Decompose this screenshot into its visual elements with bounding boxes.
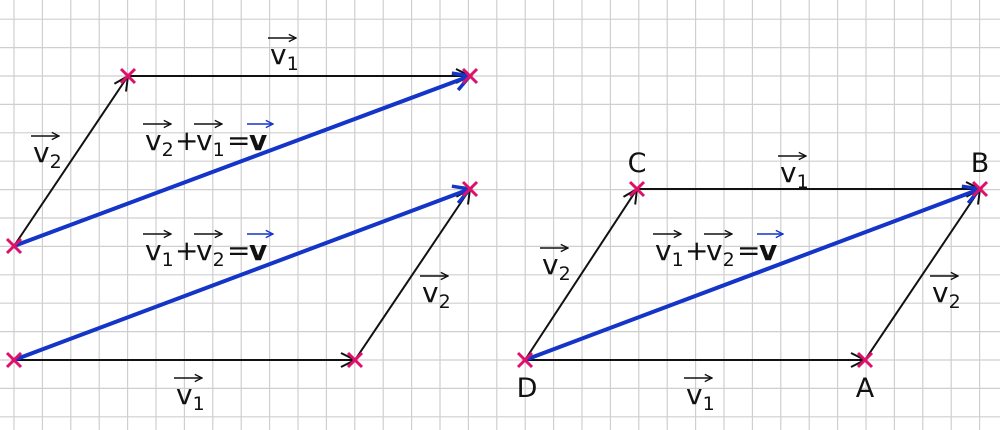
vector-arrow bbox=[13, 76, 128, 247]
vector-name: v2 bbox=[542, 248, 571, 285]
cross bbox=[856, 351, 874, 369]
vector-base: v bbox=[542, 248, 559, 281]
cross bbox=[516, 351, 534, 369]
vector-base: v bbox=[145, 124, 162, 157]
vector-sub: 1 bbox=[797, 171, 809, 193]
vector-base: v bbox=[176, 378, 193, 411]
operator: = bbox=[737, 234, 760, 267]
vector-base: v bbox=[932, 276, 949, 309]
vector-sub: 1 bbox=[287, 53, 299, 75]
vector-name: v1 bbox=[145, 234, 174, 271]
cross bbox=[461, 67, 479, 85]
operator: = bbox=[227, 124, 250, 157]
point-label: D bbox=[517, 373, 538, 404]
vector-name: v1 bbox=[196, 124, 225, 161]
result-vector: v bbox=[249, 234, 267, 267]
point-marker bbox=[516, 351, 534, 369]
vector-sub: 1 bbox=[162, 249, 174, 271]
vectors bbox=[13, 76, 980, 362]
vector-sub: 2 bbox=[949, 291, 961, 313]
cross bbox=[346, 351, 364, 369]
vector-sub: 2 bbox=[559, 263, 571, 285]
result-vector: v bbox=[759, 234, 777, 267]
vector-sub: 2 bbox=[213, 249, 225, 271]
result-vector: v bbox=[249, 124, 267, 157]
vector-name: v2 bbox=[196, 234, 225, 271]
points bbox=[5, 67, 989, 369]
cross bbox=[5, 351, 23, 369]
vector-name: v2 bbox=[422, 276, 451, 313]
point-label: B bbox=[971, 148, 990, 179]
vector-name: v2 bbox=[932, 276, 961, 313]
vector-base: v bbox=[422, 276, 439, 309]
vector-base: v bbox=[270, 38, 287, 71]
vector-name: v2 bbox=[145, 124, 174, 161]
point-label: C bbox=[628, 148, 647, 179]
point-labels: C B D A bbox=[517, 148, 990, 404]
vector-sub: 1 bbox=[193, 393, 205, 415]
point-marker bbox=[119, 67, 137, 85]
vector-base: v bbox=[655, 234, 672, 267]
point-marker bbox=[5, 351, 23, 369]
vector-sub: 2 bbox=[162, 139, 174, 161]
operator: + bbox=[685, 234, 708, 267]
vector-base: v bbox=[196, 124, 213, 157]
vector-sub: 1 bbox=[703, 393, 715, 415]
sum-arrow bbox=[13, 76, 470, 248]
vector-name: v1 bbox=[270, 38, 299, 75]
vector-arrow bbox=[864, 189, 980, 361]
vector-sub: 2 bbox=[439, 291, 451, 313]
vector-base: v bbox=[686, 378, 703, 411]
operator: = bbox=[227, 234, 250, 267]
point-marker bbox=[461, 180, 479, 198]
vector-name: v1 bbox=[780, 156, 809, 193]
vector-name: v1 bbox=[176, 378, 205, 415]
point-marker bbox=[971, 180, 989, 198]
sum-arrow bbox=[13, 189, 470, 362]
vector-base: v bbox=[33, 136, 50, 169]
point-marker bbox=[5, 237, 23, 255]
vector-base: v bbox=[706, 234, 723, 267]
vector-name: v2 bbox=[706, 234, 735, 271]
operator: + bbox=[175, 234, 198, 267]
cross bbox=[628, 180, 646, 198]
point-marker bbox=[346, 351, 364, 369]
cross bbox=[119, 67, 137, 85]
vector-arrow bbox=[524, 189, 637, 361]
point-label: A bbox=[856, 373, 875, 404]
point-marker bbox=[628, 180, 646, 198]
cross bbox=[971, 180, 989, 198]
vector-sub: 1 bbox=[672, 249, 684, 271]
vector-base: v bbox=[145, 234, 162, 267]
vector-name: v2 bbox=[33, 136, 62, 173]
operator: + bbox=[175, 124, 198, 157]
point-marker bbox=[461, 67, 479, 85]
sum-arrow bbox=[524, 189, 980, 362]
vector-base: v bbox=[196, 234, 213, 267]
cross bbox=[461, 180, 479, 198]
vector-sub: 1 bbox=[213, 139, 225, 161]
vector-arrow bbox=[354, 189, 470, 361]
point-marker bbox=[856, 351, 874, 369]
cross bbox=[5, 237, 23, 255]
vector-sub: 2 bbox=[723, 249, 735, 271]
vector-base: v bbox=[780, 156, 797, 189]
vector-name: v1 bbox=[655, 234, 684, 271]
vector-name: v1 bbox=[686, 378, 715, 415]
vector-sub: 2 bbox=[50, 151, 62, 173]
